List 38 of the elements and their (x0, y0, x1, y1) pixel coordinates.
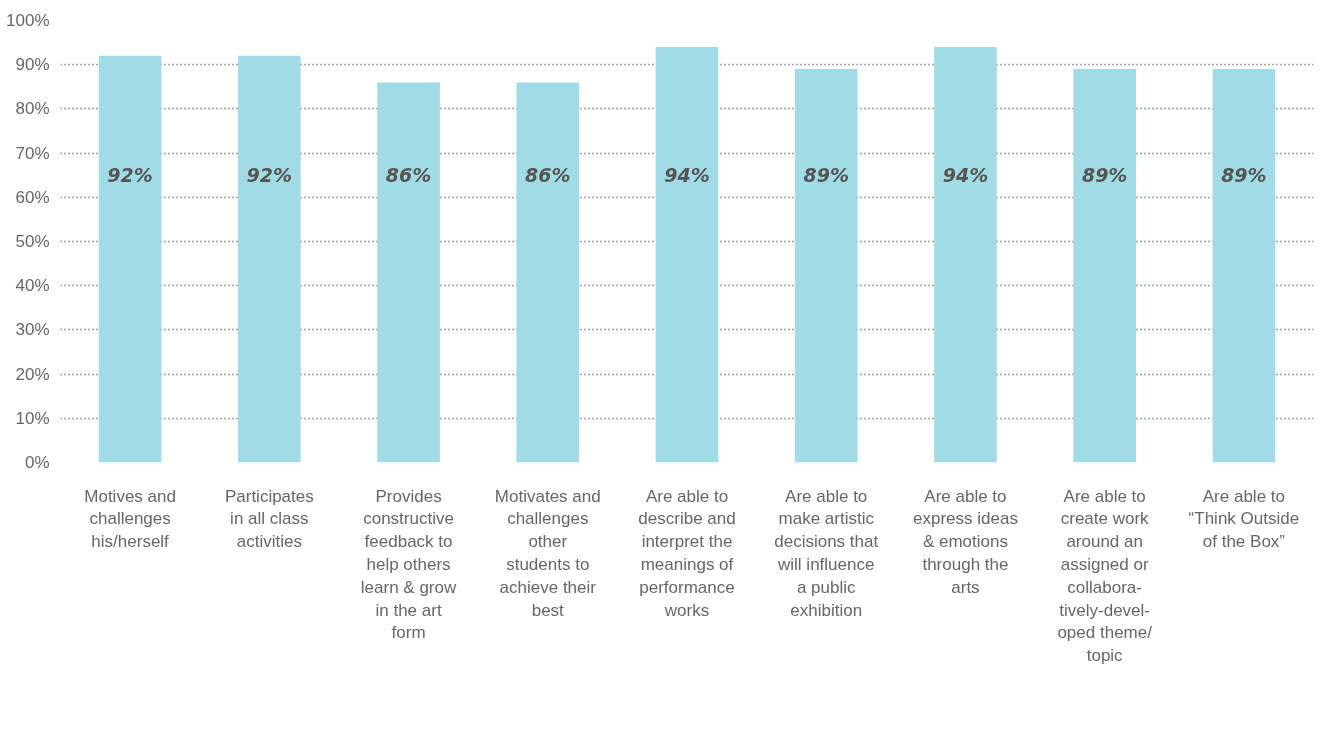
bar (794, 69, 858, 463)
data-label: 89% (1221, 164, 1267, 187)
y-tick-label: 10% (15, 408, 50, 428)
x-tick-label: Are able to describe and interpret the meanings of performance works (638, 486, 736, 620)
data-label: 86% (525, 164, 571, 187)
bar (516, 82, 580, 463)
y-tick-label: 100% (6, 11, 50, 30)
bar (1212, 69, 1276, 463)
x-tick-label: Motives and challenges his/herself (84, 486, 176, 552)
data-label: 92% (107, 164, 153, 187)
x-tick-label: Are able to create work around an assigned or collabora- tively-devel- oped theme/ topic (1057, 486, 1153, 666)
bar (934, 47, 997, 463)
y-tick-label: 80% (15, 99, 50, 119)
y-tick-label: 50% (15, 232, 50, 251)
y-tick-label: 70% (15, 143, 50, 163)
data-label: 92% (246, 164, 293, 187)
bar (238, 55, 301, 463)
data-label: 94% (942, 164, 989, 187)
y-tick-label: 60% (15, 187, 50, 207)
x-tick-label: Are able to make artistic decisions that will influence a public exhibition (774, 486, 879, 620)
y-tick-label: 90% (15, 55, 50, 75)
data-label: 89% (1081, 164, 1128, 187)
y-tick-label: 40% (15, 276, 50, 296)
data-label: 94% (664, 164, 710, 187)
x-tick-label: Participates in all class activities (224, 486, 314, 552)
x-tick-label: Motivates and challenges other students to achieve their best (494, 486, 601, 620)
bar (98, 55, 162, 463)
y-tick-label: 20% (15, 364, 50, 384)
bar (655, 47, 719, 463)
x-tick-label: Provides constructive feedback to help others learn & grow in the art form (360, 486, 457, 643)
data-label: 86% (385, 164, 432, 187)
y-tick-label: 30% (15, 320, 50, 340)
y-tick-label: 0% (24, 453, 50, 472)
bar (1073, 69, 1136, 463)
bar (377, 82, 440, 463)
x-tick-label: Are able to “Think Outside of the Box” (1188, 486, 1300, 552)
data-label: 89% (803, 164, 849, 187)
x-tick-label: Are able to express ideas & emotions through the arts (913, 486, 1018, 597)
